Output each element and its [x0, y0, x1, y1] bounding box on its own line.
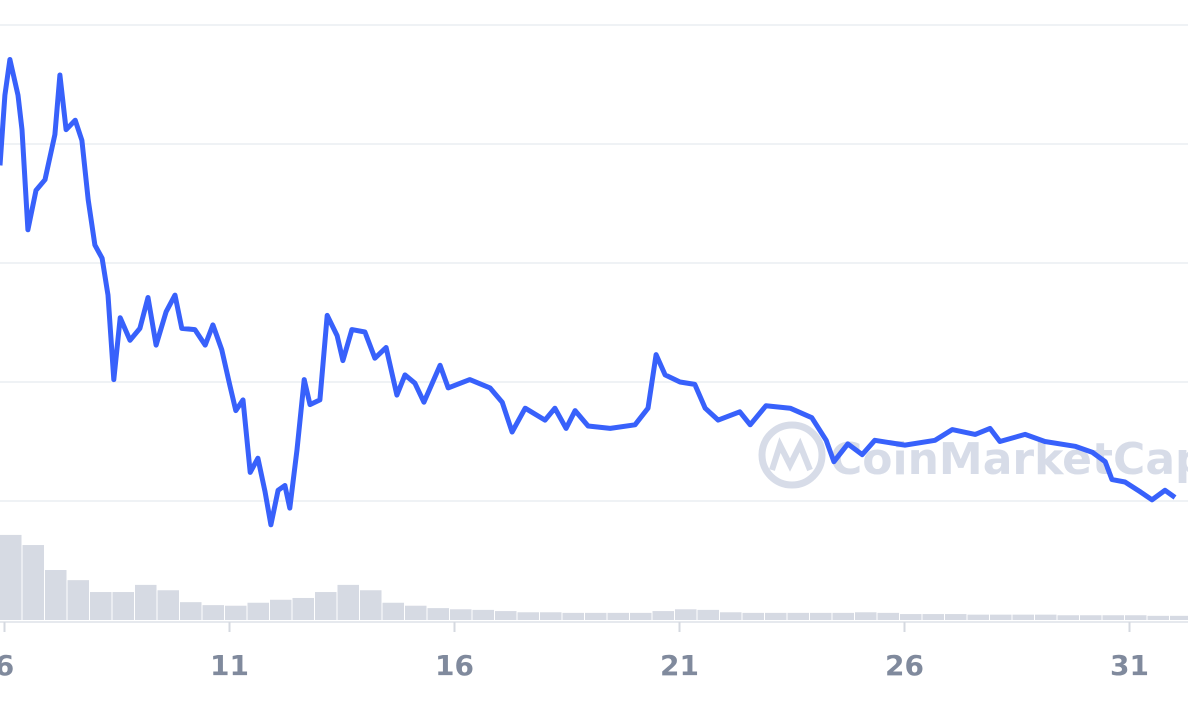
volume-bar — [1170, 615, 1188, 620]
volume-bar — [337, 584, 359, 620]
watermark: CoinMarketCap — [758, 421, 1188, 489]
volume-bar — [135, 584, 157, 620]
volume-bar — [922, 614, 944, 620]
price-line-group — [0, 57, 1177, 528]
x-tick-label: 11 — [210, 649, 249, 682]
price-line — [0, 57, 1177, 528]
volume-bar — [1147, 615, 1169, 620]
volume-bar — [832, 612, 854, 620]
volume-bar — [405, 605, 427, 620]
volume-bar — [607, 612, 629, 620]
volume-bar — [540, 612, 562, 620]
volume-bar — [292, 597, 314, 620]
volume-bar — [652, 611, 674, 620]
x-tick-label: 16 — [435, 649, 474, 682]
volume-bar — [202, 605, 224, 620]
volume-bar — [517, 612, 539, 620]
volume-bar — [315, 592, 337, 620]
x-tick-label: 21 — [660, 649, 699, 682]
volume-bar — [787, 612, 809, 620]
volume-bar — [877, 612, 899, 620]
volume-bar — [90, 592, 112, 620]
volume-bar — [495, 611, 517, 620]
volume-bar — [720, 612, 742, 620]
volume-bar — [1012, 614, 1034, 620]
volume-bar — [225, 605, 247, 620]
volume-bar — [157, 590, 179, 620]
volume-bar — [697, 609, 719, 620]
volume-bar — [112, 592, 134, 620]
volume-bar — [450, 609, 472, 620]
volume-bar — [472, 609, 494, 620]
watermark-logo-mark — [769, 437, 813, 472]
volume-bar — [990, 614, 1012, 620]
volume-bar — [270, 599, 292, 620]
volume-bar — [22, 545, 44, 620]
x-tick-label: 26 — [885, 649, 924, 682]
volume-bar — [45, 570, 67, 620]
volume-bar — [180, 602, 202, 620]
volume-bar — [247, 602, 269, 620]
volume-bar — [630, 612, 652, 620]
x-axis: 6 11 16 21 26 31 — [0, 621, 1188, 682]
x-tick-label: 31 — [1110, 649, 1149, 682]
volume-bars — [0, 534, 1188, 620]
watermark-logo — [758, 421, 826, 489]
volume-bar — [585, 612, 607, 620]
volume-bar — [1057, 615, 1079, 620]
volume-bar — [900, 614, 922, 620]
volume-bar — [1080, 615, 1102, 620]
volume-bar — [1102, 615, 1124, 620]
volume-bar — [945, 614, 967, 620]
volume-bar — [967, 614, 989, 620]
volume-bar — [382, 602, 404, 620]
volume-bar — [810, 612, 832, 620]
volume-bar — [67, 580, 89, 620]
volume-bar — [675, 609, 697, 620]
volume-bar — [360, 590, 382, 620]
grid — [0, 24, 1188, 502]
volume-bar — [562, 612, 584, 620]
volume-bar — [855, 612, 877, 620]
volume-bar — [765, 612, 787, 620]
volume-bar — [427, 608, 449, 620]
volume-bar — [1035, 614, 1057, 620]
volume-bar — [742, 612, 764, 620]
volume-bar — [1125, 615, 1147, 620]
x-tick-label: 6 — [0, 649, 14, 682]
volume-bar — [0, 534, 22, 620]
